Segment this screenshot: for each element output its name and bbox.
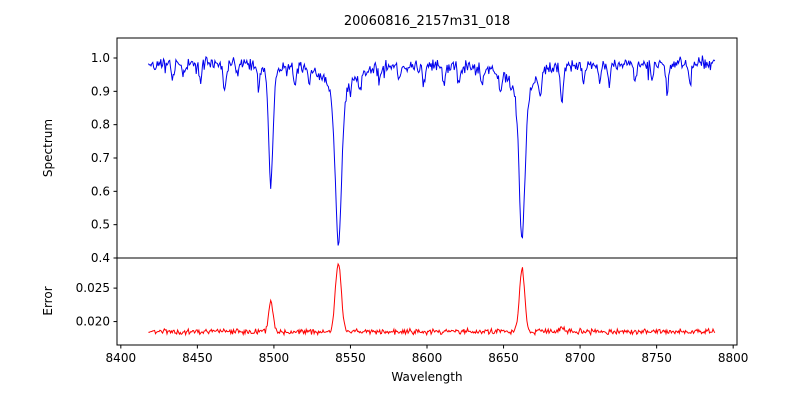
error-y-axis-label: Error <box>41 286 55 315</box>
error-line <box>148 262 716 337</box>
y-tick-label: 0.025 <box>76 281 110 295</box>
x-tick-label: 8500 <box>259 351 290 365</box>
spectrum-panel-frame <box>116 37 738 259</box>
y-tick-label: 0.7 <box>91 151 110 165</box>
y-tick-label: 0.6 <box>91 184 110 198</box>
x-tick-label: 8450 <box>182 351 213 365</box>
x-tick-label: 8400 <box>106 351 137 365</box>
spectrum-line <box>147 55 716 246</box>
y-tick-label: 0.4 <box>91 251 110 265</box>
y-tick-label: 0.9 <box>91 84 110 98</box>
x-axis-label: Wavelength <box>391 370 462 384</box>
spectrum-y-axis-label: Spectrum <box>41 119 55 177</box>
y-tick-label: 0.020 <box>76 315 110 329</box>
y-tick-label: 0.8 <box>91 118 110 132</box>
y-tick-label: 0.5 <box>91 218 110 232</box>
x-tick-label: 8550 <box>335 351 366 365</box>
chart-title: 20060816_2157m31_018 <box>344 14 510 29</box>
x-tick-label: 8750 <box>641 351 672 365</box>
x-tick-label: 8700 <box>565 351 596 365</box>
y-tick-label: 1.0 <box>91 51 110 65</box>
x-tick-label: 8600 <box>412 351 443 365</box>
x-tick-label: 8650 <box>488 351 519 365</box>
x-tick-label: 8800 <box>718 351 749 365</box>
